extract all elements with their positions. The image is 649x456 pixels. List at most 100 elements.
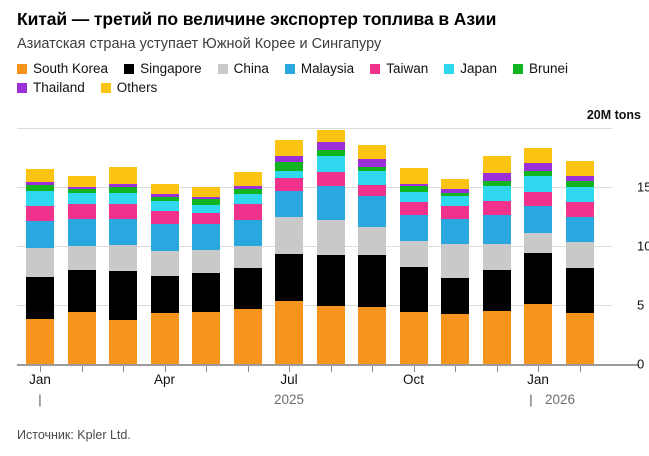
bar-segment (233, 194, 262, 204)
bar-segment (109, 203, 137, 219)
legend-item[interactable]: Others (100, 79, 158, 96)
bar-segment (109, 218, 137, 245)
bar-segment (482, 215, 511, 244)
bar-series-group (17, 128, 612, 364)
bar-segment (109, 192, 137, 204)
bar-segment (275, 170, 303, 178)
x-axis-tick (330, 366, 332, 372)
bar-column[interactable] (482, 156, 511, 364)
chart-title: Китай — третий по величине экспортер топ… (17, 9, 497, 29)
bar-column[interactable] (109, 167, 137, 364)
legend-item[interactable]: Thailand (17, 79, 85, 96)
bar-segment (399, 183, 428, 186)
legend-item[interactable]: Taiwan (370, 60, 428, 77)
legend-item-label: Others (116, 80, 158, 95)
x-axis-tick (164, 366, 166, 372)
y-axis-tick-label: 15 (637, 179, 649, 195)
bar-segment (192, 187, 220, 197)
bar-column[interactable] (316, 130, 345, 364)
x-axis-tick (455, 366, 456, 372)
x-axis-tick (123, 366, 124, 372)
bar-segment (358, 227, 386, 256)
legend-swatch-icon (444, 63, 455, 74)
legend-swatch-icon (513, 63, 524, 74)
bar-column[interactable] (233, 171, 262, 364)
bar-segment (233, 246, 262, 269)
x-axis-label: Apr (153, 372, 176, 387)
year-boundary-mark-2025: | (38, 392, 42, 407)
x-axis-tick (579, 366, 581, 372)
bar-segment (150, 194, 179, 197)
gridline (17, 246, 612, 247)
bar-column[interactable] (399, 168, 428, 364)
bar-column[interactable] (275, 139, 303, 364)
bar-segment (358, 307, 386, 364)
bar-segment (233, 220, 262, 247)
bar-segment (524, 191, 552, 206)
bar-segment (26, 248, 54, 277)
x-axis-tick (372, 366, 373, 372)
bar-column[interactable] (150, 183, 179, 364)
bar-segment (565, 176, 594, 182)
bar-segment (26, 184, 54, 191)
bar-segment (316, 142, 345, 151)
legend-item-label: Brunei (529, 61, 569, 76)
bar-segment (441, 196, 469, 206)
gridline (17, 128, 612, 129)
bar-segment (67, 269, 96, 313)
legend-item-label: Japan (460, 61, 498, 76)
bar-segment (316, 150, 345, 157)
bar-segment (565, 187, 594, 203)
bar-segment (441, 189, 469, 193)
bar-column[interactable] (565, 161, 594, 364)
bar-segment (233, 308, 262, 364)
legend-item[interactable]: Japan (444, 60, 497, 77)
bar-segment (150, 223, 179, 251)
bar-segment (316, 156, 345, 172)
bar-segment (150, 183, 179, 195)
x-axis-tick (538, 366, 539, 372)
bar-segment (67, 312, 96, 364)
legend-item[interactable]: Brunei (513, 60, 568, 77)
bar-segment (316, 255, 345, 307)
year-label-2026: 2026 (544, 392, 576, 407)
bar-column[interactable] (67, 176, 96, 364)
bar-segment (192, 273, 220, 313)
bar-segment (482, 201, 511, 216)
x-axis-line (17, 364, 638, 366)
bar-segment (565, 313, 594, 364)
x-axis-tick (81, 366, 83, 372)
x-axis-year-labels: | 2025 | 2026 (0, 392, 649, 414)
legend-item[interactable]: Singapore (124, 60, 202, 77)
legend-item[interactable]: South Korea (17, 60, 108, 77)
bar-segment (233, 268, 262, 309)
legend-swatch-icon (17, 82, 27, 93)
bar-segment (441, 218, 469, 244)
bar-segment (26, 276, 54, 320)
legend-item-label: South Korea (33, 61, 109, 76)
bar-segment (150, 313, 179, 364)
bar-column[interactable] (192, 187, 220, 364)
bar-segment (482, 243, 511, 270)
bar-column[interactable] (441, 178, 469, 364)
bar-segment (150, 275, 179, 314)
bar-segment (316, 306, 345, 364)
bar-segment (482, 156, 511, 173)
x-axis-label: Jul (280, 372, 298, 387)
bar-segment (316, 171, 345, 186)
bar-column[interactable] (26, 169, 54, 364)
bar-segment (358, 158, 386, 167)
legend-item-label: Malaysia (300, 61, 355, 76)
bar-segment (565, 161, 594, 177)
bar-segment (482, 310, 511, 364)
bar-column[interactable] (524, 148, 552, 364)
bar-column[interactable] (358, 144, 386, 364)
legend-item[interactable]: Malaysia (284, 60, 355, 77)
bar-segment (275, 216, 303, 255)
legend-item[interactable]: China (217, 60, 269, 77)
bar-segment (192, 198, 220, 205)
bar-segment (482, 172, 511, 182)
bar-segment (67, 246, 96, 270)
chart-subtitle: Азиатская страна уступает Южной Корее и … (17, 36, 382, 52)
